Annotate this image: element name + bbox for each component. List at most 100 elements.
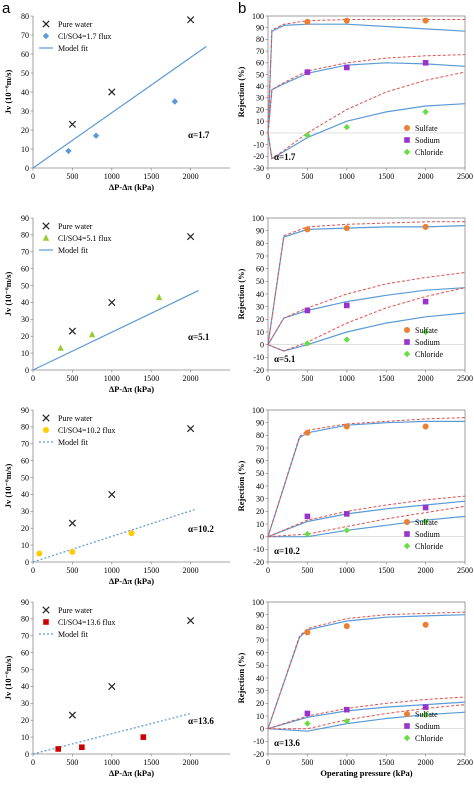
x-tick-label: 2000 [183,566,199,575]
legend-swatch [404,711,410,717]
y-tick-label: 70 [21,440,29,449]
x-tick-label: 1000 [104,758,120,767]
y-tick-label: 10 [21,733,29,742]
y-tick-label: 10 [256,328,264,337]
model-curve [268,704,466,730]
data-point [422,223,429,230]
y-tick-label: 80 [256,239,264,248]
data-point [69,548,76,555]
alpha-annotation: α=13.6 [188,716,214,726]
y-tick-label: 60 [21,264,29,273]
legend-swatch [404,137,410,143]
y-tick-label: 40 [256,482,264,491]
data-point [186,16,195,24]
y-tick-label: 100 [252,12,264,21]
y-tick-label: 30 [21,507,29,516]
y-tick-label: 80 [21,231,29,240]
y-tick-label: 80 [21,12,29,21]
y-tick-label: 90 [21,598,29,607]
x-tick-label: 500 [301,172,313,181]
plot-frame [267,15,466,169]
legend-label: Cl/SO4=5.1 flux [58,234,111,243]
y-axis-label: Jv (10⁻⁶m/s) [3,464,13,509]
flux-chart-4: 0 500 1000 1500 2000 0 10 20 30 40 50 60 70 80 90 Jv (1… [3,598,230,778]
y-tick-label: 0 [260,532,264,541]
x-tick-label: 2000 [418,566,434,575]
x-tick-label: 1500 [378,172,394,181]
x-tick-label: 0 [266,566,270,575]
model-curve [267,696,466,730]
panel-label-a: a [2,0,11,17]
y-tick-label: 70 [256,444,264,453]
data-point [304,710,311,717]
x-tick-label: 500 [66,172,78,181]
data-point [304,629,311,636]
legend-swatch [404,125,410,131]
y-tick-label: 10 [256,712,264,721]
legend-label: Sulfate [415,518,438,527]
legend-label: Sodium [415,530,441,539]
y-tick-label: 60 [256,264,264,273]
y-axis-label: Jv (10⁻⁶m/s) [3,70,13,115]
data-point [68,327,77,335]
flux-chart-1: 0 500 1000 1500 2000 0 10 20 30 40 50 60 70 80 Jv (10⁻… [3,12,230,192]
data-point [422,423,429,430]
legend-swatch [42,32,50,40]
legend-swatch [42,414,50,422]
legend-swatch [404,327,410,333]
y-tick-label: 20 [256,105,264,114]
y-tick-label: 50 [21,281,29,290]
x-tick-label: 1500 [378,374,394,383]
legend-label: Chloride [415,542,443,551]
y-tick-label: 60 [21,456,29,465]
y-tick-label: 90 [256,610,264,619]
flux-chart-3: 0 500 1000 1500 2000 0 10 20 30 40 50 60 70 80 90 Jv (1… [3,406,230,586]
y-tick-label: 70 [256,636,264,645]
y-tick-label: 60 [21,50,29,59]
data-point [422,17,429,24]
legend-swatch [403,148,411,156]
y-tick-label: 10 [256,520,264,529]
model-curve [267,62,466,133]
legend-swatch [404,339,410,345]
y-tick-label: 60 [256,59,264,68]
data-point [108,88,116,96]
y-tick-label: 60 [21,648,29,657]
y-tick-label: 100 [252,406,264,415]
rejection-chart-4: 0 500 1000 1500 2000 2500 -20 -10 0 10 20 30 40 50 60 7… [236,598,473,778]
data-point [304,18,311,25]
x-tick-label: 1000 [339,758,355,767]
x-tick-label: 0 [266,374,270,383]
legend-label: Chloride [415,350,443,359]
y-axis-label: Rejection (%) [236,460,246,511]
data-point [344,64,350,71]
y-tick-label: 30 [21,107,29,116]
y-tick-label: 20 [21,524,29,533]
data-point [422,704,429,710]
alpha-annotation: α=10.2 [274,546,300,556]
legend-label: Pure water [58,20,93,29]
x-tick-label: 500 [66,374,78,383]
y-tick-label: 0 [25,164,29,173]
x-tick-label: 500 [301,566,313,575]
x-tick-label: 500 [66,758,78,767]
rejection-chart-2: 0 500 1000 1500 2000 2500 -20 -10 0 10 20 30 40 50 60 7… [236,214,473,383]
y-tick-label: 50 [256,661,264,670]
model-curve [267,500,466,538]
x-tick-label: 2000 [183,374,199,383]
y-tick-label: 0 [260,129,264,138]
legend-label: Chloride [415,734,443,743]
model-curve [267,23,466,133]
y-tick-label: -20 [253,366,264,375]
x-tick-label: 1000 [104,374,120,383]
data-point [344,511,350,517]
model-curve [268,515,466,538]
x-tick-label: 2000 [418,374,434,383]
data-point [422,298,429,305]
legend-swatch [43,427,49,433]
y-tick-label: 70 [21,632,29,641]
model-curve [267,287,466,352]
legend-label: Model fit [58,246,89,255]
data-point [422,518,429,525]
data-point [304,340,311,347]
